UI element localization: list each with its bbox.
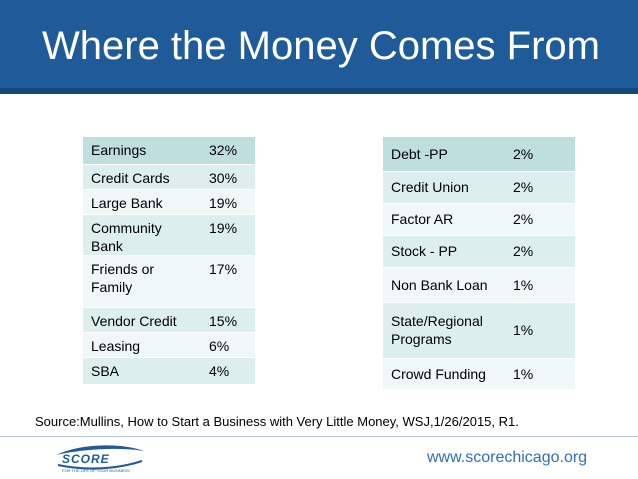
funding-source-percent: 1% bbox=[505, 302, 575, 359]
funding-sources-table-left: Earnings 32% Credit Cards 30% Large Bank 19% C… bbox=[83, 137, 255, 385]
funding-source-percent: 30% bbox=[201, 164, 255, 190]
source-citation: Source:Mullins, How to Start a Business … bbox=[35, 414, 519, 429]
table-row: State/Regional Programs 1% bbox=[383, 302, 575, 359]
table-row: SBA 4% bbox=[83, 357, 255, 385]
table-row: Friends or Family 17% bbox=[83, 255, 255, 308]
funding-source-name: Leasing bbox=[83, 332, 201, 358]
footer-divider bbox=[0, 436, 638, 437]
funding-source-percent: 2% bbox=[505, 235, 575, 268]
funding-source-percent: 1% bbox=[505, 267, 575, 303]
title-banner: Where the Money Comes From bbox=[0, 0, 638, 94]
funding-source-percent: 2% bbox=[505, 203, 575, 236]
funding-source-name: Vendor Credit bbox=[83, 307, 201, 333]
logo-tagline: FOR THE LIFE OF YOUR BUSINESS bbox=[62, 468, 130, 473]
score-logo: SCORE FOR THE LIFE OF YOUR BUSINESS bbox=[56, 445, 144, 473]
funding-source-name: Non Bank Loan bbox=[383, 267, 505, 303]
table-row: Vendor Credit 15% bbox=[83, 307, 255, 333]
funding-source-name: Credit Cards bbox=[83, 164, 201, 190]
table-row: Credit Union 2% bbox=[383, 171, 575, 204]
funding-source-name: Factor AR bbox=[383, 203, 505, 236]
funding-source-name: Large Bank bbox=[83, 189, 201, 215]
logo-wordmark: SCORE bbox=[62, 452, 110, 466]
table-row: Leasing 6% bbox=[83, 332, 255, 358]
funding-source-name: Community Bank bbox=[83, 214, 201, 256]
table-row: Stock - PP 2% bbox=[383, 235, 575, 268]
funding-source-percent: 4% bbox=[201, 357, 255, 385]
funding-source-name: Crowd Funding bbox=[383, 358, 505, 390]
table-row: Non Bank Loan 1% bbox=[383, 267, 575, 303]
table-row: Community Bank 19% bbox=[83, 214, 255, 256]
funding-source-name: State/Regional Programs bbox=[383, 302, 505, 359]
table-row: Large Bank 19% bbox=[83, 189, 255, 215]
funding-source-name: Stock - PP bbox=[383, 235, 505, 268]
table-row: Credit Cards 30% bbox=[83, 164, 255, 190]
funding-source-name: SBA bbox=[83, 357, 201, 385]
funding-source-percent: 2% bbox=[505, 171, 575, 204]
funding-source-percent: 1% bbox=[505, 358, 575, 390]
funding-source-name: Friends or Family bbox=[83, 255, 201, 308]
table-row: Earnings 32% bbox=[83, 137, 255, 165]
funding-source-name: Credit Union bbox=[383, 171, 505, 204]
table-row: Crowd Funding 1% bbox=[383, 358, 575, 390]
funding-source-percent: 17% bbox=[201, 255, 255, 308]
funding-source-percent: 15% bbox=[201, 307, 255, 333]
funding-sources-table-right: Debt -PP 2% Credit Union 2% Factor AR 2% Stock… bbox=[383, 137, 575, 390]
funding-source-percent: 19% bbox=[201, 189, 255, 215]
funding-source-percent: 6% bbox=[201, 332, 255, 358]
slide-title: Where the Money Comes From bbox=[42, 24, 600, 68]
funding-source-name: Debt -PP bbox=[383, 137, 505, 172]
table-row: Debt -PP 2% bbox=[383, 137, 575, 172]
website-url: www.scorechicago.org bbox=[427, 449, 588, 466]
funding-source-percent: 2% bbox=[505, 137, 575, 172]
funding-source-name: Earnings bbox=[83, 137, 201, 165]
funding-source-percent: 32% bbox=[201, 137, 255, 165]
table-row: Factor AR 2% bbox=[383, 203, 575, 236]
funding-source-percent: 19% bbox=[201, 214, 255, 256]
